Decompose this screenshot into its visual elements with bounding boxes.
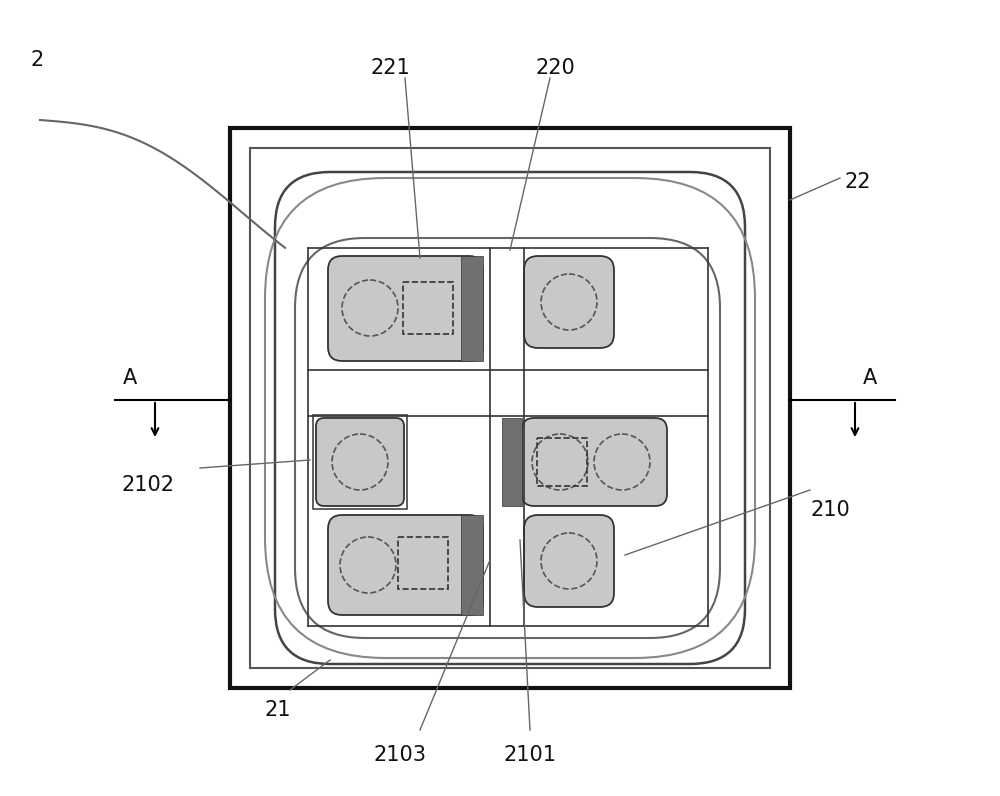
Bar <box>403 282 453 334</box>
FancyBboxPatch shape <box>328 256 483 361</box>
FancyBboxPatch shape <box>316 418 404 506</box>
Text: 221: 221 <box>370 58 410 78</box>
FancyBboxPatch shape <box>522 418 667 506</box>
Bar <box>398 537 448 589</box>
Text: 220: 220 <box>535 58 575 78</box>
Bar <box>490 248 524 626</box>
FancyBboxPatch shape <box>524 256 614 348</box>
Bar <box>461 515 483 615</box>
Text: 2101: 2101 <box>504 745 556 765</box>
Text: 2102: 2102 <box>122 475 175 495</box>
Bar <box>461 256 483 361</box>
Bar <box>308 370 708 416</box>
Bar <box>250 148 770 668</box>
Text: 21: 21 <box>265 700 291 720</box>
Text: 2: 2 <box>30 50 43 70</box>
Text: A: A <box>863 368 877 388</box>
Bar <box>313 415 407 509</box>
FancyBboxPatch shape <box>524 515 614 607</box>
Bar <box>537 438 587 486</box>
Bar <box>230 128 790 688</box>
Text: 2103: 2103 <box>374 745 426 765</box>
Bar <box>502 418 522 506</box>
Text: A: A <box>123 368 137 388</box>
FancyBboxPatch shape <box>328 515 483 615</box>
Text: 210: 210 <box>810 500 850 520</box>
Text: 22: 22 <box>845 172 871 192</box>
